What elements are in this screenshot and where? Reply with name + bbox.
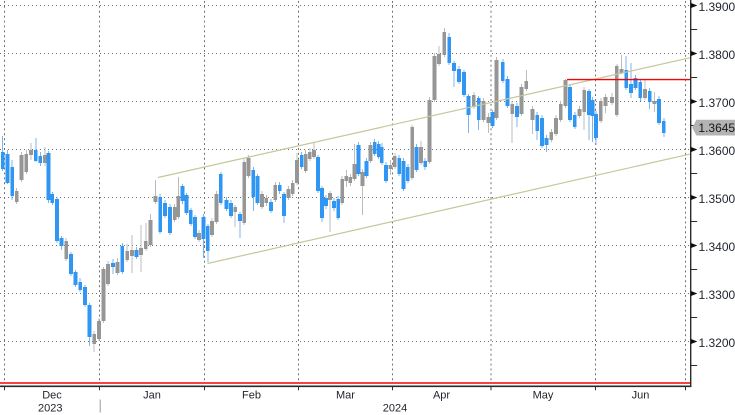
svg-text:1.3645: 1.3645	[698, 121, 735, 135]
svg-text:1.3900: 1.3900	[699, 0, 735, 14]
svg-text:Dec: Dec	[42, 390, 62, 402]
svg-text:Feb: Feb	[242, 390, 261, 402]
svg-text:Jan: Jan	[143, 390, 161, 402]
svg-text:1.3500: 1.3500	[699, 192, 735, 206]
svg-text:Mar: Mar	[336, 390, 355, 402]
svg-text:Apr: Apr	[433, 390, 450, 402]
svg-text:2023: 2023	[38, 403, 62, 415]
svg-text:Jun: Jun	[632, 390, 650, 402]
svg-text:May: May	[533, 390, 554, 402]
svg-text:2024: 2024	[383, 403, 407, 415]
svg-text:1.3700: 1.3700	[699, 96, 735, 110]
svg-text:1.3400: 1.3400	[699, 240, 735, 254]
svg-text:1.3200: 1.3200	[699, 336, 735, 350]
svg-text:1.3600: 1.3600	[699, 144, 735, 158]
svg-text:1.3300: 1.3300	[699, 288, 735, 302]
svg-text:1.3800: 1.3800	[699, 48, 735, 62]
